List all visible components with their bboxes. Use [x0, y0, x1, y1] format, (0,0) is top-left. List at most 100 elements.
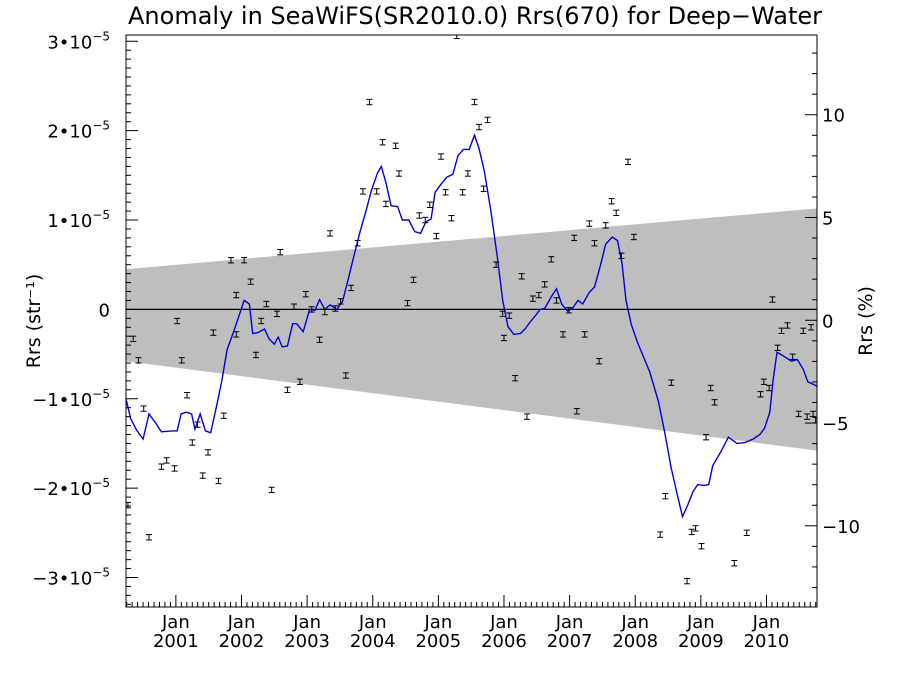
data-point-55 [433, 232, 440, 240]
y-tick-label: −2•10−5 [32, 476, 110, 500]
x-tick-label-month: Jan [423, 612, 452, 633]
data-point-99 [703, 434, 710, 441]
data-point-75 [541, 281, 548, 288]
y-axis-right: 10 5 0 −5 −10 [805, 52, 860, 588]
data-point-57 [442, 189, 449, 196]
data-point-115 [808, 324, 815, 331]
data-point-101 [711, 399, 718, 406]
x-axis: Jan2001Jan2002Jan2003Jan2004Jan2005Jan20… [126, 595, 817, 652]
data-point-83 [586, 220, 593, 227]
y2-tick-label: −10 [822, 517, 860, 538]
data-point-52 [416, 212, 423, 219]
data-point-26 [263, 300, 270, 308]
x-tick-label-year: 2006 [481, 631, 527, 652]
data-point-37 [327, 230, 334, 237]
data-point-15 [205, 449, 212, 456]
data-point-98 [698, 543, 705, 550]
data-point-19 [227, 257, 234, 264]
x-tick-label-year: 2004 [350, 631, 396, 652]
data-point-33 [268, 486, 275, 494]
data-point-76 [548, 256, 555, 263]
data-point-36 [321, 308, 328, 316]
x-tick-label-year: 2002 [219, 631, 265, 652]
data-point-102 [731, 560, 738, 567]
data-point-109 [778, 327, 785, 335]
data-point-105 [760, 378, 767, 385]
data-point-7 [163, 457, 170, 464]
data-point-110 [784, 322, 791, 329]
data-point-35 [316, 336, 323, 343]
y2-tick-label: 10 [822, 106, 845, 127]
data-point-64 [484, 116, 491, 124]
y-tick-label: 1•10−5 [47, 208, 110, 232]
data-point-74 [535, 291, 542, 299]
x-tick-label-month: Jan [161, 612, 190, 633]
y-axis-label: Rrs (str⁻¹) [23, 274, 45, 369]
data-point-59 [453, 35, 460, 40]
data-point-97 [692, 525, 699, 532]
data-point-31 [302, 291, 309, 298]
data-point-45 [373, 188, 380, 195]
data-point-85 [596, 358, 603, 365]
x-tick-label-month: Jan [358, 612, 387, 633]
data-point-23 [247, 278, 254, 285]
data-point-95 [684, 577, 691, 585]
data-point-12 [189, 439, 196, 446]
data-point-6 [158, 463, 165, 470]
x-tick-label-year: 2008 [612, 631, 658, 652]
data-point-71 [518, 273, 525, 280]
plot-area [126, 35, 817, 585]
data-point-30 [290, 303, 297, 310]
y-tick-label: 2•10−5 [47, 119, 110, 143]
chart-title: Anomaly in SeaWiFS(SR2010.0) Rrs(670) fo… [128, 2, 822, 30]
x-tick-label-year: 2001 [153, 631, 199, 652]
data-point-114 [804, 413, 811, 420]
data-point-32 [296, 378, 303, 385]
x-tick-label-month: Jan [555, 612, 584, 633]
x-tick-label-month: Jan [686, 612, 715, 633]
data-point-104 [757, 391, 764, 398]
data-point-81 [573, 408, 580, 415]
data-point-29 [284, 386, 291, 393]
data-point-93 [662, 492, 669, 500]
data-point-53 [422, 216, 429, 224]
x-tick-label-month: Jan [620, 612, 649, 633]
data-point-39 [337, 298, 344, 305]
data-point-5 [145, 534, 152, 541]
data-point-10 [178, 357, 185, 364]
data-point-86 [602, 222, 609, 229]
y-tick-label: 3•10−5 [47, 29, 110, 53]
data-point-106 [766, 384, 773, 392]
data-point-54 [426, 201, 433, 208]
smoothed-anomaly-line [126, 132, 817, 519]
data-point-14 [199, 472, 206, 479]
uncertainty-band [126, 208, 817, 451]
y2-axis-label: Rrs (%) [855, 286, 877, 356]
data-point-44 [366, 98, 373, 106]
data-point-87 [608, 198, 615, 205]
data-point-103 [743, 529, 750, 536]
data-point-8 [174, 317, 181, 325]
data-point-18 [220, 412, 227, 419]
data-point-28 [277, 249, 284, 256]
x-tick-label-year: 2007 [547, 631, 593, 652]
data-point-66 [493, 261, 500, 268]
data-point-65 [480, 185, 487, 192]
data-point-70 [512, 375, 519, 382]
data-point-27 [273, 310, 280, 318]
data-point-38 [332, 305, 339, 312]
data-point-11 [184, 392, 191, 399]
data-point-69 [506, 312, 513, 319]
data-point-16 [210, 329, 217, 336]
data-point-50 [404, 299, 411, 307]
data-point-61 [464, 170, 471, 177]
data-point-94 [668, 379, 675, 386]
data-point-72 [523, 413, 530, 420]
data-point-1 [126, 501, 131, 509]
y-tick-label: −1•10−5 [32, 387, 110, 411]
data-point-46 [379, 139, 386, 146]
data-point-40 [342, 372, 349, 379]
data-point-100 [707, 384, 714, 392]
data-point-63 [476, 123, 483, 131]
data-point-116 [810, 410, 817, 418]
